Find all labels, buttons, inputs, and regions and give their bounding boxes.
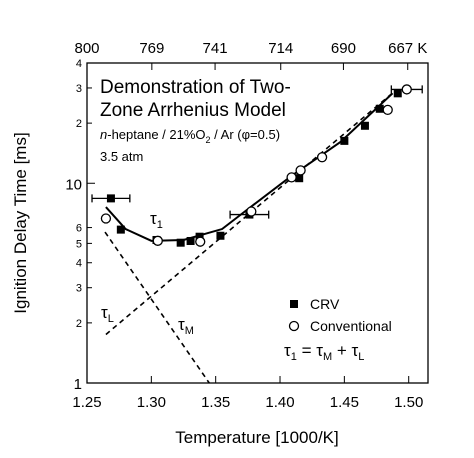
x-tick-label: 1.45 [330, 394, 359, 411]
x-tick-label: 1.40 [265, 394, 294, 411]
label-part: τ [150, 209, 157, 228]
subtitle-part: 2 [206, 135, 211, 145]
y-tick-label: 5 [76, 238, 82, 250]
point [186, 236, 195, 245]
label-part: M [185, 325, 194, 337]
point [316, 152, 328, 163]
x2-tick-label: 714 [268, 40, 293, 57]
point [152, 235, 163, 246]
tau-l-label: τL [101, 303, 114, 325]
point [286, 172, 297, 183]
label-part: τ [178, 315, 185, 334]
legend-marker [288, 320, 300, 332]
y-tick-label: 6 [76, 223, 82, 235]
point [176, 238, 185, 247]
subtitle: n-heptane / 21%O2 / Ar (φ=0.5) [100, 127, 280, 145]
equation-part: L [358, 351, 364, 363]
equation-part: M [323, 351, 332, 363]
x2-tick-label: 690 [331, 40, 356, 57]
subtitle-part: / Ar (φ=0.5) [211, 127, 280, 142]
y-tick-label: 3 [76, 283, 82, 295]
x2-tick-label: 800 [74, 40, 99, 57]
x2-tick-label: 741 [203, 40, 228, 57]
point [295, 165, 306, 176]
y-tick-label: 1 [74, 376, 82, 393]
x-tick-label: 1.50 [394, 394, 423, 411]
y-axis-label: Ignition Delay Time [ms] [11, 132, 30, 313]
label-part: τ [101, 303, 108, 322]
point [106, 194, 115, 203]
point [295, 174, 304, 183]
equation-part: + τ [332, 341, 358, 360]
label-part: 1 [157, 219, 163, 231]
y-tick-label: 2 [76, 118, 82, 130]
x2-tick-label: 769 [139, 40, 164, 57]
x2-tick-label: 667 K [388, 40, 427, 57]
point [216, 231, 225, 240]
legend-label: Conventional [310, 318, 392, 334]
x-tick-label: 1.35 [201, 394, 230, 411]
legend-marker [290, 300, 298, 308]
point [375, 104, 384, 113]
x-tick-label: 1.30 [137, 394, 166, 411]
legend-label: CRV [310, 296, 340, 312]
x-axis-label: Temperature [1000/K] [175, 428, 338, 447]
point [195, 236, 206, 247]
point [116, 225, 125, 234]
x-tick-label: 1.25 [72, 394, 101, 411]
y-tick-label: 4 [76, 258, 82, 270]
subtitle-part: n [100, 127, 107, 142]
equation-part: τ [284, 341, 291, 360]
tau-m-label: τM [178, 315, 194, 337]
subtitle-part: -heptane / 21%O [107, 127, 205, 142]
pressure: 3.5 atm [100, 149, 143, 164]
title-line: Demonstration of Two- [100, 77, 291, 98]
y-tick-label: 3 [76, 83, 82, 95]
point [382, 104, 393, 116]
point [393, 89, 402, 98]
point [340, 136, 349, 145]
equation-part: 1 [291, 351, 297, 363]
y-tick-label: 4 [76, 58, 82, 70]
point [401, 84, 412, 95]
tau-m-line [104, 231, 210, 384]
point [100, 213, 112, 224]
label-part: L [108, 313, 114, 325]
y-tick-label: 2 [76, 318, 82, 330]
point [246, 206, 257, 217]
tau-1-label: τ1 [150, 209, 163, 231]
title-line: Zone Arrhenius Model [100, 100, 286, 121]
equation: τ1 = τM + τL [284, 341, 364, 363]
y-tick-label: 10 [65, 176, 82, 193]
plot-frame [86, 62, 429, 384]
equation-part: = τ [297, 341, 323, 360]
point [360, 121, 369, 130]
